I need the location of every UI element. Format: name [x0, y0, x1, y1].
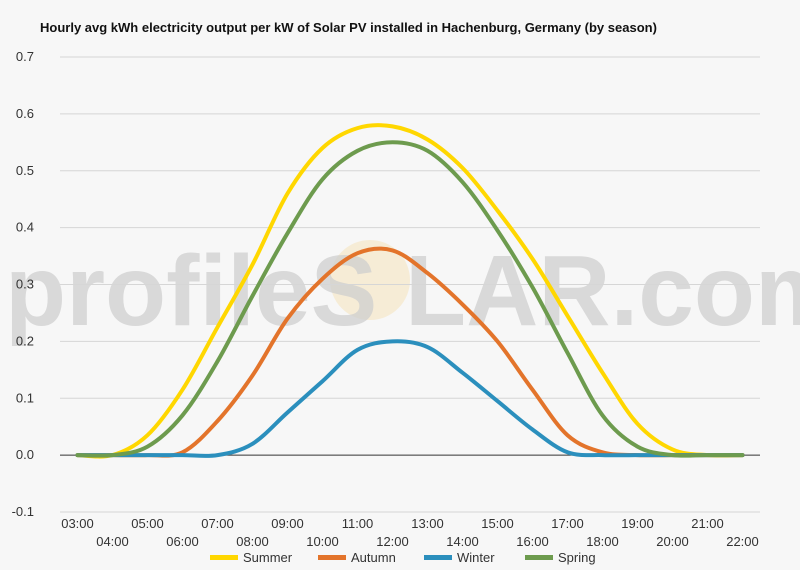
x-tick-label: 20:00 [656, 534, 689, 549]
y-tick-label: 0.1 [16, 390, 34, 405]
x-tick-label: 10:00 [306, 534, 339, 549]
x-tick-label: 04:00 [96, 534, 129, 549]
watermark: profileS LAR.com [5, 235, 800, 347]
legend-label-spring: Spring [558, 550, 596, 565]
x-tick-label: 09:00 [271, 516, 304, 531]
legend-swatch-winter [424, 555, 452, 560]
legend: Summer Autumn Winter Spring [210, 550, 596, 565]
y-tick-label: 0.3 [16, 277, 34, 292]
x-tick-label: 21:00 [691, 516, 724, 531]
watermark-text-right: LAR.com [405, 235, 800, 347]
x-tick-label: 07:00 [201, 516, 234, 531]
y-tick-label: 0.6 [16, 106, 34, 121]
series-line-spring [75, 140, 745, 458]
series-lines [75, 123, 745, 459]
x-tick-label: 14:00 [446, 534, 479, 549]
x-tick-label: 22:00 [726, 534, 759, 549]
legend-label-autumn: Autumn [351, 550, 396, 565]
y-tick-label: 0.5 [16, 163, 34, 178]
x-tick-label: 03:00 [61, 516, 94, 531]
series-line-winter [75, 339, 745, 458]
y-axis: -0.1 0.0 0.1 0.2 0.3 0.4 0.5 0.6 0.7 [12, 49, 34, 519]
y-tick-label: 0.2 [16, 333, 34, 348]
x-tick-label: 06:00 [166, 534, 199, 549]
grid [60, 56, 760, 513]
x-tick-label: 19:00 [621, 516, 654, 531]
y-tick-label: 0.0 [16, 447, 34, 462]
x-tick-label: 15:00 [481, 516, 514, 531]
x-tick-label: 11:00 [342, 516, 374, 531]
legend-swatch-summer [210, 555, 238, 560]
legend-swatch-spring [525, 555, 553, 560]
chart-title: Hourly avg kWh electricity output per kW… [40, 20, 657, 35]
legend-swatch-autumn [318, 555, 346, 560]
x-tick-label: 13:00 [411, 516, 444, 531]
watermark-text-left: profileS [5, 235, 377, 347]
x-axis: 03:0004:0005:0006:0007:0008:0009:0010:00… [61, 516, 759, 549]
y-tick-label: 0.4 [16, 220, 34, 235]
y-tick-label: -0.1 [12, 504, 34, 519]
x-tick-label: 17:00 [551, 516, 584, 531]
x-tick-label: 16:00 [516, 534, 549, 549]
legend-label-summer: Summer [243, 550, 293, 565]
x-tick-label: 08:00 [236, 534, 269, 549]
series-line-summer [75, 123, 745, 459]
x-tick-label: 12:00 [376, 534, 409, 549]
x-tick-label: 18:00 [586, 534, 619, 549]
legend-label-winter: Winter [457, 550, 495, 565]
x-tick-label: 05:00 [131, 516, 164, 531]
watermark-sun-icon [330, 240, 410, 320]
y-tick-label: 0.7 [16, 49, 34, 64]
